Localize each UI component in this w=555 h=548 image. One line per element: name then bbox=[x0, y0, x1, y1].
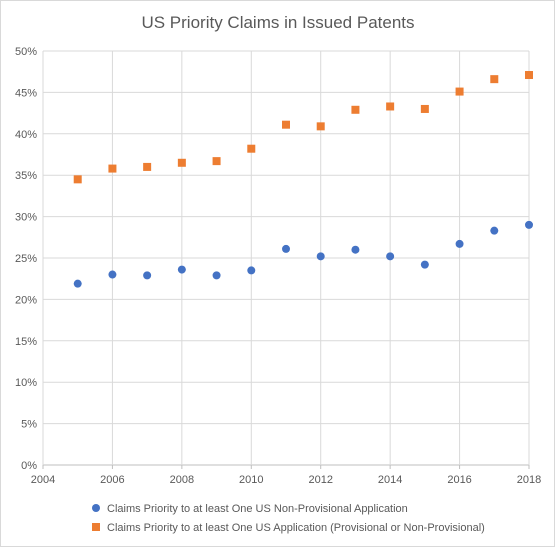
x-tick-label: 2012 bbox=[308, 474, 332, 486]
x-tick-label: 2014 bbox=[378, 474, 402, 486]
legend-marker-circle bbox=[92, 504, 100, 512]
data-point-nonprovisional bbox=[178, 266, 186, 274]
data-point-provisional-or-nonprovisional bbox=[351, 106, 359, 114]
x-tick-label: 2008 bbox=[170, 474, 194, 486]
data-point-nonprovisional bbox=[490, 227, 498, 235]
y-tick-label: 10% bbox=[15, 377, 37, 389]
x-tick-label: 2010 bbox=[239, 474, 263, 486]
data-point-provisional-or-nonprovisional bbox=[108, 165, 116, 173]
data-point-nonprovisional bbox=[525, 221, 533, 229]
data-point-provisional-or-nonprovisional bbox=[490, 75, 498, 83]
data-point-provisional-or-nonprovisional bbox=[74, 175, 82, 183]
data-point-nonprovisional bbox=[247, 266, 255, 274]
y-tick-label: 20% bbox=[15, 294, 37, 306]
data-points bbox=[74, 71, 533, 288]
legend: Claims Priority to at least One US Non-P… bbox=[92, 503, 485, 534]
data-point-nonprovisional bbox=[317, 252, 325, 260]
data-point-provisional-or-nonprovisional bbox=[456, 88, 464, 96]
y-tick-label: 0% bbox=[21, 460, 37, 472]
data-point-provisional-or-nonprovisional bbox=[247, 145, 255, 153]
data-point-provisional-or-nonprovisional bbox=[386, 102, 394, 110]
legend-marker-square bbox=[92, 523, 100, 531]
data-point-nonprovisional bbox=[213, 271, 221, 279]
data-point-nonprovisional bbox=[143, 271, 151, 279]
legend-label: Claims Priority to at least One US Appli… bbox=[107, 522, 485, 534]
y-tick-label: 50% bbox=[15, 46, 37, 58]
gridlines bbox=[43, 51, 529, 469]
x-tick-label: 2004 bbox=[31, 474, 55, 486]
data-point-provisional-or-nonprovisional bbox=[178, 159, 186, 167]
data-point-nonprovisional bbox=[282, 245, 290, 253]
chart-title: US Priority Claims in Issued Patents bbox=[141, 13, 414, 32]
data-point-provisional-or-nonprovisional bbox=[317, 122, 325, 130]
data-point-nonprovisional bbox=[421, 261, 429, 269]
x-axis-ticks: 2004 2006 2008 2010 2012 2014 2016 2018 bbox=[31, 474, 541, 486]
y-tick-label: 15% bbox=[15, 336, 37, 348]
x-tick-label: 2006 bbox=[100, 474, 124, 486]
y-axis-ticks: 0% 5% 10% 15% 20% 25% 30% 35% 40% 45% 50% bbox=[15, 46, 37, 472]
data-point-nonprovisional bbox=[351, 246, 359, 254]
x-tick-label: 2016 bbox=[447, 474, 471, 486]
data-point-provisional-or-nonprovisional bbox=[525, 71, 533, 79]
y-tick-label: 25% bbox=[15, 253, 37, 265]
x-tick-label: 2018 bbox=[517, 474, 541, 486]
data-point-provisional-or-nonprovisional bbox=[213, 157, 221, 165]
data-point-nonprovisional bbox=[108, 271, 116, 279]
legend-label: Claims Priority to at least One US Non-P… bbox=[107, 503, 408, 515]
y-tick-label: 5% bbox=[21, 419, 37, 431]
data-point-provisional-or-nonprovisional bbox=[282, 121, 290, 129]
data-point-provisional-or-nonprovisional bbox=[421, 105, 429, 113]
y-tick-label: 30% bbox=[15, 212, 37, 224]
data-point-nonprovisional bbox=[386, 252, 394, 260]
y-tick-label: 40% bbox=[15, 129, 37, 141]
data-point-nonprovisional bbox=[74, 280, 82, 288]
data-point-provisional-or-nonprovisional bbox=[143, 163, 151, 171]
y-tick-label: 35% bbox=[15, 170, 37, 182]
y-tick-label: 45% bbox=[15, 87, 37, 99]
data-point-nonprovisional bbox=[456, 240, 464, 248]
